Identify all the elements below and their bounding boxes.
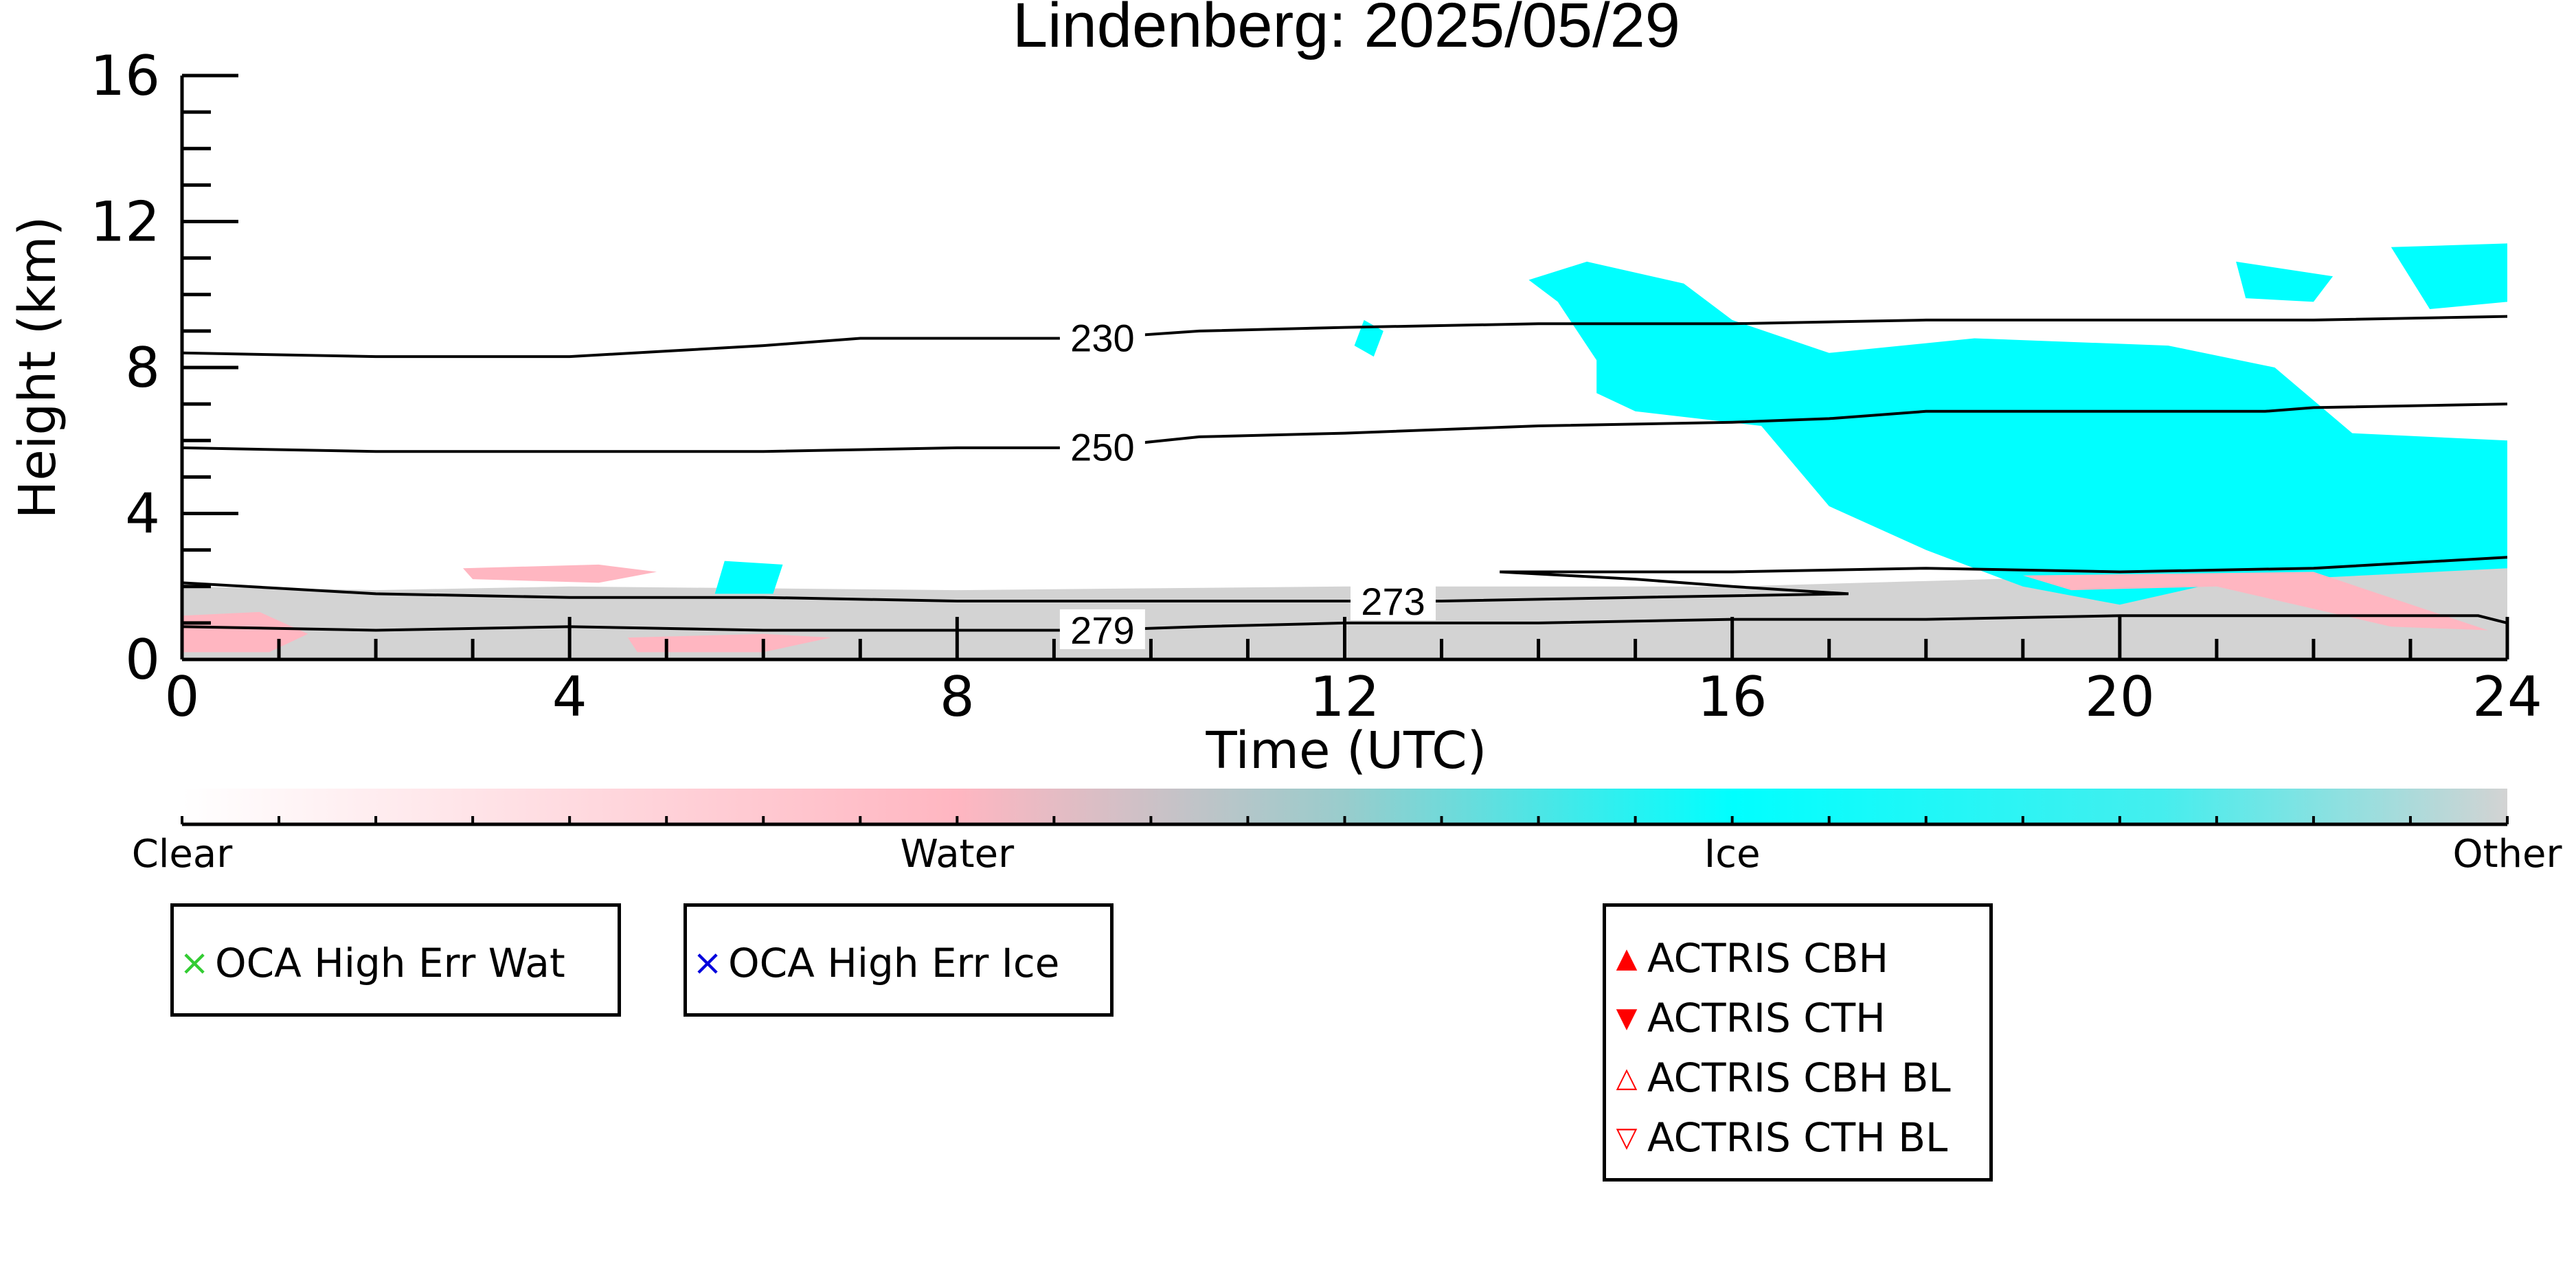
legend-row: ▲ ACTRIS CBH: [1606, 931, 1889, 986]
x-tick-label: 16: [1697, 665, 1767, 729]
isotherm-label-230: 230: [1070, 317, 1134, 360]
region-ice: [1354, 319, 1383, 357]
isotherm-label-bg: [1059, 609, 1145, 650]
class-colorbar: Clear Water Ice Other: [132, 789, 2562, 877]
isotherm-label-279: 279: [1070, 609, 1134, 652]
colorbar-label-clear: Clear: [132, 832, 233, 877]
legend-oca-water: × OCA High Err Wat: [170, 903, 621, 1017]
legend-label: ACTRIS CBH BL: [1647, 1054, 1951, 1101]
legend-label: OCA High Err Wat: [215, 940, 565, 986]
colorbar-label-other: Other: [2452, 832, 2562, 877]
y-axis-label: Height (km): [8, 216, 67, 519]
cross-marker-icon: ×: [179, 942, 210, 984]
cross-marker-icon: ×: [692, 942, 723, 984]
isotherm-label-bg: [1059, 317, 1145, 357]
region-water: [627, 633, 831, 653]
x-tick-label: 8: [940, 665, 975, 729]
region-ice: [2391, 243, 2507, 309]
isotherm-250: [182, 403, 2507, 453]
region-ice: [1528, 261, 2507, 605]
x-tick-label: 24: [2472, 665, 2542, 729]
y-tick-label: 12: [90, 190, 160, 254]
region-water: [463, 564, 657, 583]
legend-actris: ▲ ACTRIS CBH ▼ ACTRIS CTH △ ACTRIS CBH B…: [1603, 903, 1993, 1182]
y-tick-label: 16: [90, 44, 160, 108]
colorbar-label-ice: Ice: [1704, 832, 1761, 877]
x-tick-label: 12: [1310, 665, 1380, 729]
triangle-up-outline-icon: △: [1616, 1062, 1638, 1094]
legend-label: ACTRIS CTH: [1647, 995, 1886, 1041]
legend-label: ACTRIS CBH: [1647, 935, 1889, 982]
y-tick-label: 8: [125, 336, 160, 400]
triangle-up-icon: ▲: [1616, 942, 1638, 974]
isotherm-230: [182, 315, 2507, 359]
x-tick-label: 0: [165, 665, 200, 729]
isotherm-lines: 230 250 273 279: [182, 315, 2507, 652]
x-tick-label: 4: [552, 665, 587, 729]
legend-label: ACTRIS CTH BL: [1647, 1114, 1948, 1161]
legend-row: × OCA High Err Wat: [174, 936, 565, 991]
legend-row: ▼ ACTRIS CTH: [1606, 991, 1886, 1046]
legend-label: OCA High Err Ice: [728, 940, 1060, 986]
axes: 0 4 8 12 16 0 4 8 12 16 20 24: [90, 44, 2542, 729]
legend-row: × OCA High Err Ice: [687, 936, 1059, 991]
y-tick-label: 0: [125, 628, 160, 692]
isotherm-label-273: 273: [1361, 580, 1425, 623]
isotherm-label-bg: [1351, 580, 1436, 620]
isotherm-label-250: 250: [1070, 425, 1134, 468]
triangle-down-icon: ▼: [1616, 1002, 1638, 1034]
legend-oca-ice: × OCA High Err Ice: [683, 903, 1114, 1017]
colorbar-label-water: Water: [901, 832, 1015, 877]
isotherm-273: [182, 556, 2507, 602]
y-tick-label: 4: [125, 482, 160, 546]
isotherm-label-bg: [1059, 426, 1145, 466]
legend-row: ▽ ACTRIS CTH BL: [1606, 1110, 1948, 1165]
region-water: [182, 611, 308, 653]
plot-area: [182, 243, 2507, 659]
region-ice: [714, 561, 783, 594]
chart-title: Lindenberg: 2025/05/29: [1013, 0, 1680, 60]
x-axis-label: Time (UTC): [1205, 721, 1487, 780]
legend-row: △ ACTRIS CBH BL: [1606, 1050, 1951, 1105]
region-ice: [2236, 261, 2334, 302]
triangle-down-outline-icon: ▽: [1616, 1122, 1638, 1153]
x-tick-label: 20: [2085, 665, 2155, 729]
